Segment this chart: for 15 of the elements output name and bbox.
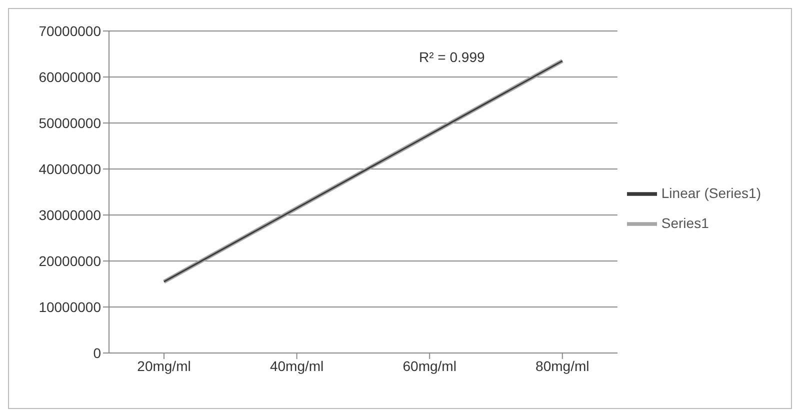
legend-label: Series1	[661, 214, 709, 231]
y-tick-label: 10000000	[38, 298, 102, 315]
x-tick-label: 20mg/ml	[137, 358, 191, 374]
y-tick-label: 70000000	[38, 22, 102, 39]
x-tick-label: 80mg/ml	[536, 358, 590, 374]
y-tick-label: 40000000	[38, 160, 102, 177]
annotation: R² = 0.999	[419, 49, 485, 65]
y-tick-label: 0	[93, 344, 102, 361]
x-tick-label: 40mg/ml	[270, 358, 324, 374]
y-tick-label: 60000000	[38, 68, 102, 85]
x-tick-label: 60mg/ml	[402, 358, 456, 374]
y-tick-label: 30000000	[38, 206, 102, 223]
legend-label: Linear (Series1)	[661, 184, 761, 201]
y-tick-label: 50000000	[38, 114, 102, 131]
y-tick-label: 20000000	[38, 252, 102, 269]
